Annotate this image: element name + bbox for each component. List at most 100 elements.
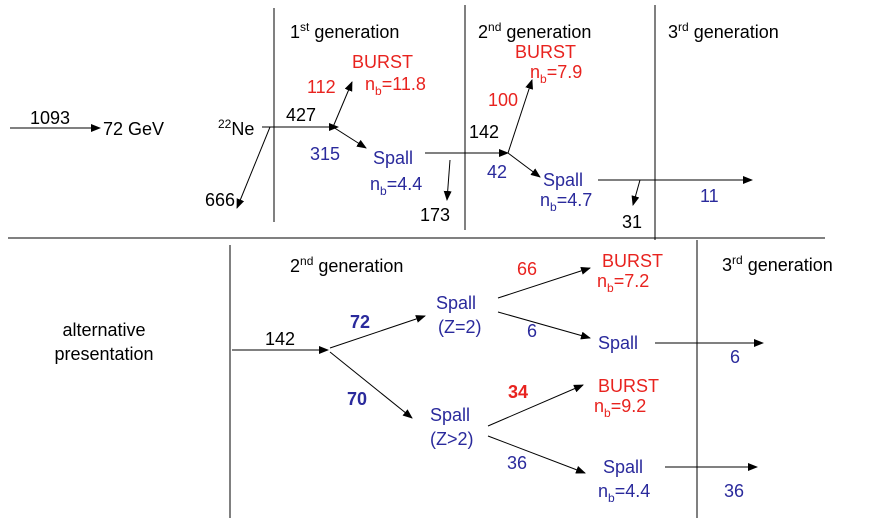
header: 3rd generation [722,253,833,275]
word: generation [694,22,779,42]
arrow [329,351,413,419]
node-label: Spall [598,333,638,353]
header: 2nd generation [478,20,591,42]
count: 36 [724,481,744,501]
n: n [370,174,380,194]
word: generation [748,255,833,275]
value: =7.2 [614,271,650,291]
node-label: BURST [602,251,663,271]
count: 315 [310,144,340,164]
count: 173 [420,205,450,225]
count: 142 [469,122,499,142]
charge: (Z>2) [430,429,474,449]
sup: rd [732,253,743,267]
symbol: Ne [231,119,254,139]
count: 72 [350,312,370,332]
n: n [530,62,540,82]
n: n [597,271,607,291]
arrows [10,79,764,474]
count: 666 [205,190,235,210]
count: 427 [286,105,316,125]
count: 100 [488,90,518,110]
count: 112 [307,77,336,97]
count: 70 [347,389,367,409]
value: =9.2 [611,396,647,416]
caption: alternative [62,320,145,340]
arrow [487,384,584,427]
arrow [487,435,586,474]
sub: b [604,406,611,420]
sub: b [550,200,557,214]
num: 3 [722,255,732,275]
node-label: BURST [352,52,413,72]
node-label: Spall [603,457,643,477]
n: n [365,74,375,94]
sub: b [607,281,614,295]
num: 2 [478,22,488,42]
value: =7.9 [547,62,583,82]
arrow [329,315,426,349]
node-label: Spall [430,405,470,425]
arrow [332,81,353,128]
nb: nb=4.7 [540,190,592,214]
arrow [443,159,452,201]
header: 2nd generation [290,254,403,276]
n: n [540,190,550,210]
arrow [236,126,271,209]
nb: nb=4.4 [598,481,650,505]
arrow [497,266,591,299]
word: generation [318,256,403,276]
node-label: Spall [543,170,583,190]
arrow [631,179,641,206]
energy: 72 GeV [103,119,164,139]
value: =11.8 [382,74,426,94]
sub: b [540,72,547,86]
count: 31 [622,212,642,232]
node-label: Spall [436,293,476,313]
nb: nb=11.8 [365,74,426,98]
arrow [507,152,541,178]
count: 34 [508,382,528,402]
sub: b [608,491,615,505]
count: 1093 [30,108,70,128]
count: 6 [730,347,740,367]
count: 142 [265,329,295,349]
labels: 1st generation 2nd generation 3rd generatio… [30,20,833,505]
count: 42 [487,162,507,182]
charge: (Z=2) [438,317,482,337]
count: 6 [527,321,537,341]
sup: st [300,20,310,34]
sup: nd [300,254,313,268]
num: 1 [290,22,300,42]
count: 11 [700,186,719,206]
sub: b [375,84,382,98]
num: 2 [290,256,300,276]
sub: b [380,184,387,198]
sup: rd [678,20,689,34]
projectile: 22Ne [218,117,254,139]
nb: nb=4.4 [370,174,422,198]
word: generation [314,22,399,42]
nb: nb=9.2 [594,396,646,420]
node-label: Spall [373,148,413,168]
header: 3rd generation [668,20,779,42]
word: generation [506,22,591,42]
mass: 22 [218,117,232,131]
arrow [497,311,591,340]
count: 66 [517,259,537,279]
header: 1st generation [290,20,399,42]
n: n [594,396,604,416]
caption: presentation [54,344,153,364]
num: 3 [668,22,678,42]
arrow [332,126,367,149]
value: =4.4 [615,481,651,501]
node-label: BURST [515,42,576,62]
value: =4.7 [557,190,593,210]
count: 36 [507,453,527,473]
arrow [507,79,533,154]
nb: nb=7.2 [597,271,649,295]
nb: nb=7.9 [530,62,582,86]
n: n [598,481,608,501]
node-label: BURST [598,376,659,396]
